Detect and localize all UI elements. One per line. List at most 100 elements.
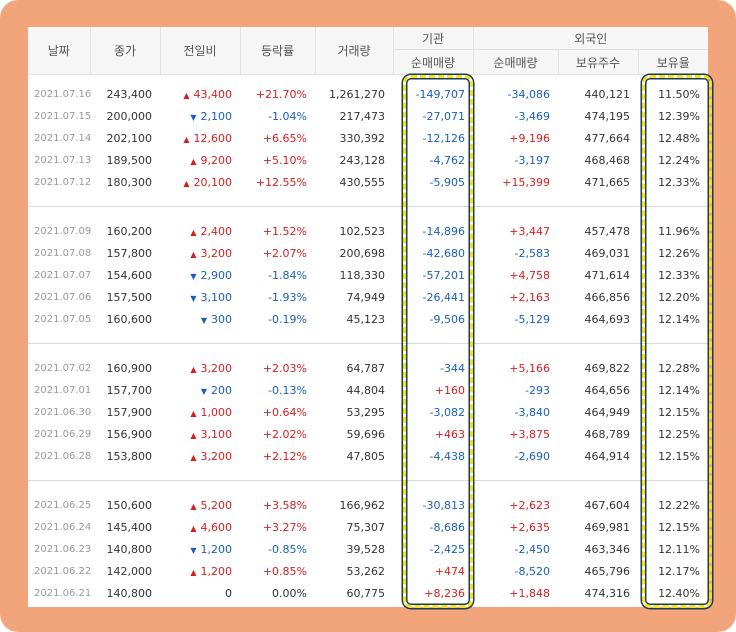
table-row: 2021.06.21 140,800 0 0.00% 60,775 +8,236 +1,84… (28, 582, 708, 604)
change-cell: ▼ 3,100 (160, 286, 240, 308)
foreign-ratio-cell: 12.26% (658, 246, 701, 260)
inst-net-cell: +160 (434, 383, 465, 397)
close-cell: 157,500 (106, 290, 153, 304)
rate-cell: +1.52% (262, 224, 307, 238)
close-cell: 243,400 (106, 87, 153, 101)
rate-cell: +2.03% (262, 361, 307, 375)
change-cell: 0 (160, 582, 240, 604)
inst-net-cell: -2,425 (429, 542, 465, 556)
inst-net-cell: -5,905 (429, 175, 465, 189)
change-value: 200 (211, 383, 232, 397)
foreign-ratio-cell: 12.15% (658, 449, 701, 463)
inst-net-cell: -8,686 (429, 520, 465, 534)
foreign-net-cell: +2,635 (509, 520, 550, 534)
foreign-shares-cell: 469,031 (584, 246, 631, 260)
close-cell: 157,900 (106, 405, 153, 419)
inst-net-cell: -149,707 (415, 87, 465, 101)
change-cell: ▲ 3,200 (160, 357, 240, 379)
change-value: 2,900 (200, 268, 233, 282)
foreign-ratio-cell: 12.15% (658, 405, 701, 419)
table-row: 2021.07.15 200,000 ▼ 2,100 -1.04% 217,473 -27,… (28, 105, 708, 127)
close-cell: 153,800 (106, 449, 153, 463)
foreign-net-cell: +3,447 (509, 224, 550, 238)
close-cell: 160,200 (106, 224, 153, 238)
inst-net-cell: -12,126 (422, 131, 465, 145)
change-value: 4,600 (200, 520, 233, 534)
change-cell: ▼ 1,200 (160, 538, 240, 560)
change-value: 1,000 (200, 405, 233, 419)
change-value: 300 (211, 312, 232, 326)
change-cell: ▲ 1,000 (160, 401, 240, 423)
date-cell: 2021.07.07 (34, 269, 92, 281)
date-cell: 2021.06.29 (34, 428, 92, 440)
inst-net-cell: -30,813 (422, 498, 465, 512)
rate-cell: +0.64% (262, 405, 307, 419)
close-cell: 202,100 (106, 131, 153, 145)
triangle-up-icon: ▲ (190, 227, 197, 237)
change-value: 3,100 (200, 290, 233, 304)
row-spacer (28, 481, 708, 495)
change-value: 2,400 (200, 224, 233, 238)
volume-cell: 430,555 (339, 175, 386, 189)
change-value: 3,100 (200, 427, 233, 441)
header-close: 종가 (89, 27, 160, 75)
change-cell: ▲ 2,400 (160, 220, 240, 242)
foreign-net-cell: +2,163 (509, 290, 550, 304)
table-row: 2021.07.05 160,600 ▼ 300 -0.19% 45,123 -9,506 -… (28, 308, 708, 330)
change-value: 1,200 (200, 564, 233, 578)
foreign-shares-cell: 468,789 (584, 427, 631, 441)
date-cell: 2021.06.22 (34, 565, 92, 577)
change-value: 9,200 (200, 153, 233, 167)
date-cell: 2021.07.01 (34, 384, 92, 396)
date-cell: 2021.07.09 (34, 225, 92, 237)
close-cell: 145,400 (106, 520, 153, 534)
change-value: 43,400 (193, 87, 233, 101)
date-cell: 2021.06.21 (34, 587, 92, 599)
row-spacer (28, 193, 708, 207)
close-cell: 189,500 (106, 153, 153, 167)
change-cell: ▼ 2,100 (160, 105, 240, 127)
foreign-net-cell: +15,399 (502, 175, 550, 189)
close-cell: 160,900 (106, 361, 153, 375)
rate-cell: +3.27% (262, 520, 307, 534)
date-cell: 2021.06.28 (34, 450, 92, 462)
triangle-down-icon: ▼ (190, 545, 197, 555)
foreign-net-cell: -3,197 (514, 153, 550, 167)
table-row: 2021.06.28 153,800 ▲ 3,200 +2.12% 47,805 -4,43… (28, 445, 708, 467)
volume-cell: 243,128 (339, 153, 386, 167)
volume-cell: 59,696 (346, 427, 386, 441)
volume-cell: 75,307 (346, 520, 386, 534)
change-value: 2,100 (200, 109, 233, 123)
close-cell: 154,600 (106, 268, 153, 282)
foreign-ratio-cell: 12.33% (658, 175, 701, 189)
foreign-shares-cell: 463,346 (584, 542, 631, 556)
inst-net-cell: +474 (434, 564, 465, 578)
foreign-net-cell: +2,623 (509, 498, 550, 512)
triangle-up-icon: ▲ (190, 156, 197, 166)
foreign-net-cell: -2,583 (514, 246, 550, 260)
volume-cell: 1,261,270 (329, 87, 385, 101)
triangle-down-icon: ▼ (190, 271, 197, 281)
triangle-down-icon: ▼ (200, 386, 207, 396)
volume-cell: 64,787 (346, 361, 386, 375)
triangle-up-icon: ▲ (190, 501, 197, 511)
triangle-up-icon: ▲ (190, 567, 197, 577)
date-cell: 2021.06.23 (34, 543, 92, 555)
inst-net-cell: -14,896 (422, 224, 465, 238)
foreign-shares-cell: 464,949 (584, 405, 631, 419)
date-cell: 2021.07.02 (34, 362, 92, 374)
header-inst-net: 순매매량 (392, 49, 473, 75)
date-cell: 2021.07.13 (34, 154, 92, 166)
triangle-up-icon: ▲ (190, 249, 197, 259)
triangle-down-icon: ▼ (190, 112, 197, 122)
close-cell: 150,600 (106, 498, 153, 512)
inst-net-cell: +463 (434, 427, 465, 441)
rate-cell: +6.65% (262, 131, 307, 145)
foreign-ratio-cell: 12.11% (658, 542, 701, 556)
volume-cell: 330,392 (339, 131, 386, 145)
foreign-ratio-cell: 12.40% (658, 586, 701, 600)
volume-cell: 45,123 (346, 312, 386, 326)
inst-net-cell: -4,438 (429, 449, 465, 463)
foreign-ratio-cell: 12.25% (658, 427, 701, 441)
change-cell: ▲ 3,100 (160, 423, 240, 445)
